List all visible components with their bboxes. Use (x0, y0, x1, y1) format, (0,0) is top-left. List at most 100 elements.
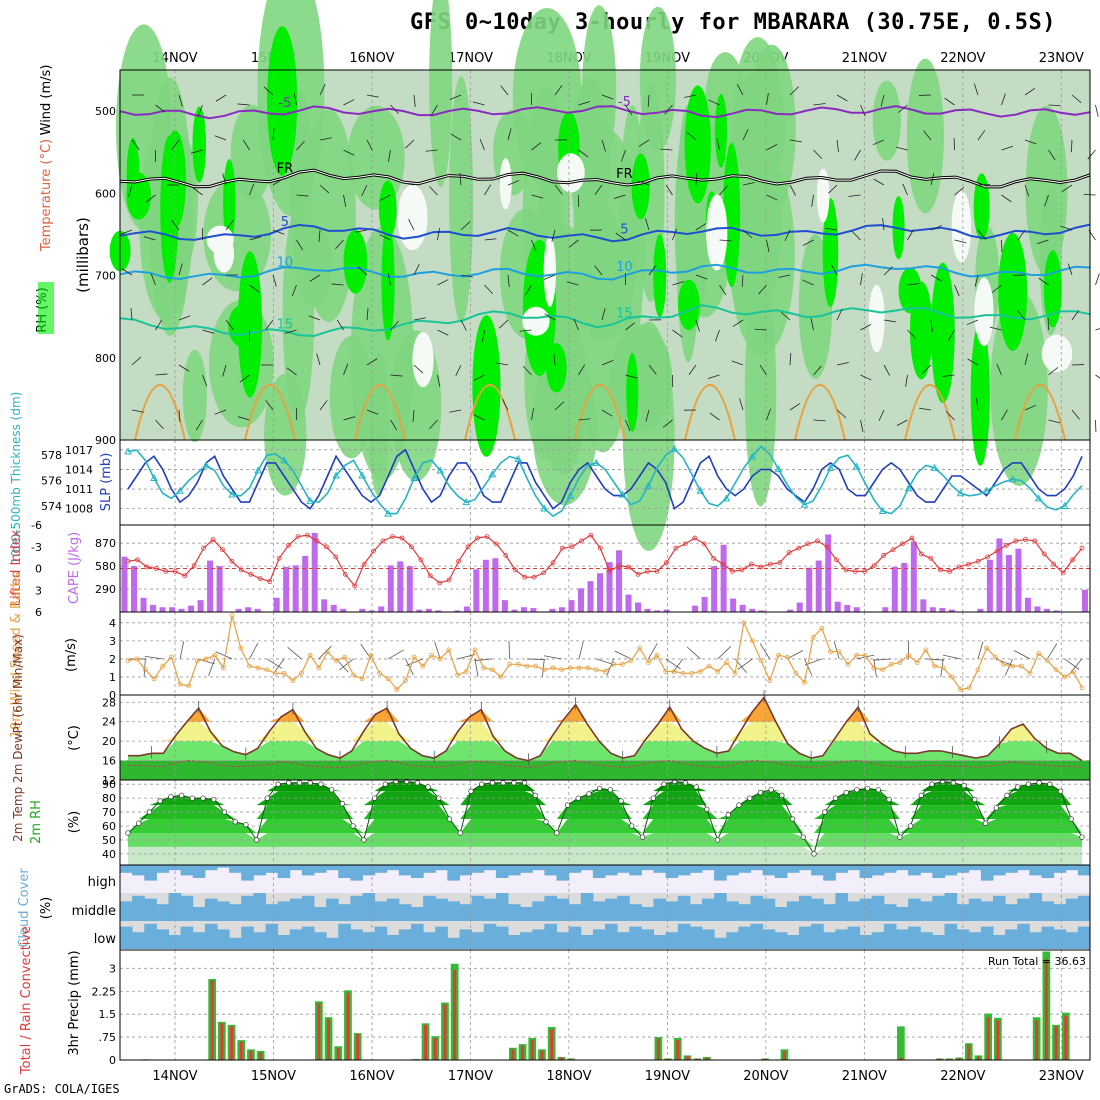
pressure-tick: 500 (95, 105, 116, 118)
cloud-cell (702, 865, 715, 871)
wind-barb (860, 104, 866, 117)
cape-bar (806, 567, 813, 612)
rh-moist-area (493, 109, 533, 196)
cloud-cell (556, 932, 570, 949)
rh-point (854, 787, 860, 793)
cloud-cell (314, 932, 327, 949)
wind-barb (265, 400, 274, 411)
wind-barb (202, 374, 208, 387)
cloud-cell (386, 898, 400, 921)
cloud-cell (180, 895, 194, 921)
rh-point (725, 812, 731, 818)
wind-speed-point (654, 652, 660, 658)
wind10m-unit-label: (m/s) (64, 638, 79, 672)
thickness-point (1060, 501, 1069, 509)
cape-bar (520, 607, 527, 612)
cloud-cell (411, 907, 424, 921)
rh-moist-area (872, 80, 901, 161)
cloud-cell (580, 935, 594, 949)
cape-bar (1015, 548, 1022, 612)
cape-bar (150, 604, 157, 612)
lifted-index-tick: 6 (35, 606, 42, 619)
wind-barb (208, 658, 216, 676)
wind-barb (155, 104, 166, 113)
wind-barb (222, 364, 227, 377)
cloud-cell (217, 929, 230, 949)
wind-barb (412, 409, 415, 422)
rh-moist-area (732, 71, 787, 183)
temp-unit-label: (°C) (67, 725, 82, 751)
isotherm-label: 15 (616, 307, 633, 322)
wind-barb (390, 104, 399, 115)
lifted-index-point (645, 569, 650, 574)
wind-speed-point (828, 649, 833, 655)
rh-point (950, 780, 957, 786)
rh-saturated-area (898, 267, 922, 314)
cape-bar (568, 600, 575, 612)
wind-barb (662, 419, 673, 428)
wind-speed-point (1018, 663, 1024, 669)
rh-point (704, 806, 710, 812)
lifted-index-point (777, 560, 783, 566)
cloud-cell (968, 898, 982, 921)
wind-barb (825, 227, 838, 231)
wind-barb (672, 281, 685, 286)
cloud-cell (192, 907, 206, 921)
lifted-index-point (427, 573, 433, 579)
cloud-cell (483, 923, 497, 949)
wind-barb (873, 178, 885, 186)
wind-speed-point (238, 645, 244, 651)
lifted-index-point (163, 569, 169, 574)
wind-tick: 4 (109, 617, 116, 630)
wind-barb (719, 239, 732, 242)
rh-dry-area (1041, 334, 1073, 373)
cape-bar (901, 562, 908, 612)
lifted-index-point (503, 553, 509, 558)
lifted-index-point (286, 542, 291, 548)
wind-speed-point (645, 660, 651, 665)
wind-barb (930, 319, 933, 332)
rh-point (843, 789, 849, 796)
wind-barb (945, 411, 955, 421)
cloud-cell (617, 932, 630, 949)
wind-barb (836, 409, 847, 419)
cloud-cell (859, 865, 873, 878)
cloud-cell (580, 865, 594, 871)
thickness-point (670, 444, 679, 452)
wind-speed-point (706, 663, 712, 669)
lifted-index-point (767, 561, 773, 567)
wind-tick: 0 (109, 689, 116, 702)
rh-point (543, 819, 549, 825)
wind-barb (496, 362, 509, 366)
rh-point (146, 809, 153, 815)
wind-speed-point (481, 665, 486, 671)
rh-point (350, 823, 356, 829)
rh-saturated-area (822, 198, 839, 308)
wind-speed-point (593, 667, 599, 673)
cape-bar (701, 596, 708, 612)
cloud-cell (144, 898, 157, 921)
precip-tick: 2.25 (92, 985, 117, 998)
lifted-index-point (446, 577, 452, 583)
wind-barb (1060, 225, 1073, 231)
wind-barb (1004, 658, 1013, 676)
wind-speed-point (290, 678, 296, 683)
cape-bar (977, 608, 984, 612)
isotherm-line (119, 304, 1091, 338)
wind-barb (543, 655, 562, 660)
rh-dry-area (206, 225, 234, 254)
cloud-cell (665, 865, 679, 878)
cloud-cell (556, 898, 570, 921)
lifted-index-point (871, 563, 877, 568)
wind-barb (601, 94, 614, 100)
lifted-index-point (323, 544, 329, 550)
lifted-index-point (153, 566, 159, 571)
cloud-cell (932, 935, 945, 949)
cloud-cell (799, 895, 812, 921)
isotherm-line (119, 223, 1091, 243)
precip-tick: 1.5 (99, 1008, 117, 1021)
precip-convective-bar (957, 1058, 961, 1060)
rh-point (136, 820, 142, 826)
precip-convective-bar (239, 1041, 243, 1060)
